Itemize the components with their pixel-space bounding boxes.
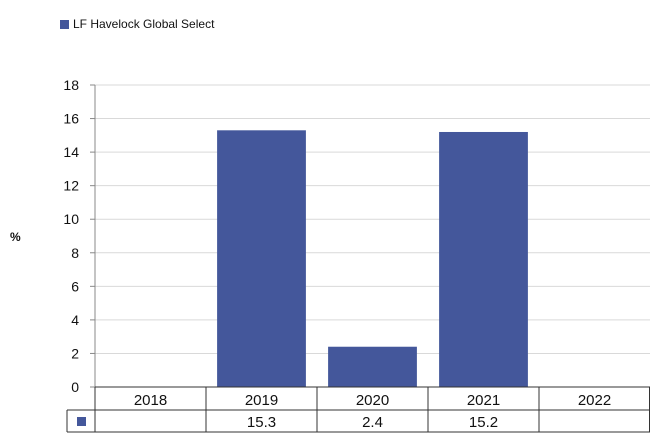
legend-label: LF Havelock Global Select xyxy=(73,17,215,31)
table-legend-key xyxy=(77,417,86,426)
x-category-label: 2018 xyxy=(134,392,167,409)
y-tick-label: 2 xyxy=(71,345,79,361)
x-category-label: 2022 xyxy=(578,392,611,409)
y-tick-label: 12 xyxy=(63,178,79,194)
table-value: 2.4 xyxy=(362,414,383,431)
y-axis-label: % xyxy=(10,230,21,244)
table-value: 15.2 xyxy=(469,414,498,431)
legend: LF Havelock Global Select xyxy=(60,17,214,31)
bar-2021 xyxy=(439,131,528,387)
y-tick-label: 0 xyxy=(71,379,79,395)
table-value: 15.3 xyxy=(247,414,276,431)
y-tick-label: 4 xyxy=(71,312,79,328)
x-category-label: 2019 xyxy=(245,392,278,409)
y-tick-label: 8 xyxy=(71,245,79,261)
y-tick-label: 10 xyxy=(63,211,79,227)
y-tick-label: 18 xyxy=(63,77,79,93)
y-tick-label: 14 xyxy=(63,144,79,160)
bar-2020 xyxy=(328,346,417,387)
y-tick-label: 16 xyxy=(63,111,79,127)
legend-swatch xyxy=(60,19,69,29)
x-category-label: 2021 xyxy=(467,392,500,409)
y-tick-label: 6 xyxy=(71,278,79,294)
x-category-label: 2020 xyxy=(356,392,389,409)
bar-2019 xyxy=(217,130,306,388)
